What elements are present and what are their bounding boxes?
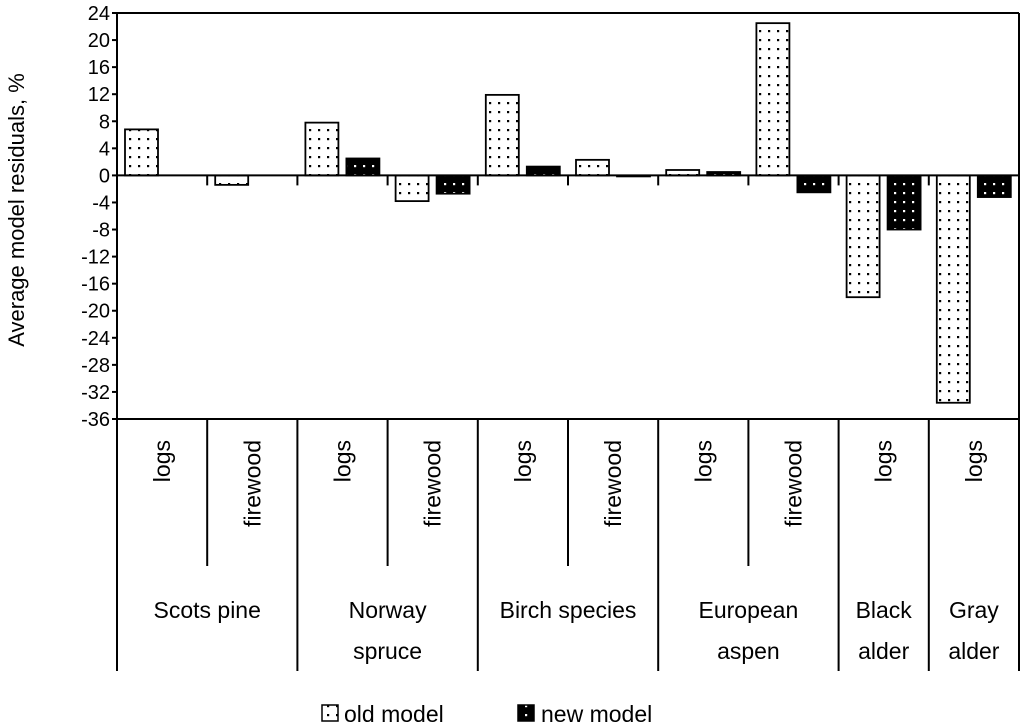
bar-old-model-4 [484,93,520,177]
bar-new-model-2 [345,157,381,177]
bar-new-model-4 [525,165,561,177]
y-tick-label: -32 [81,382,110,404]
group-label-gray-alder: alder [948,638,999,664]
bar-old-model-3 [394,174,430,203]
bar-old-model-9 [935,174,971,404]
legend-label-old-model: old model [344,701,444,727]
y-tick-label: -24 [81,328,110,350]
category-label-logs: logs [690,440,716,482]
group-label-black-alder: Black [856,597,913,623]
y-tick-label: 24 [88,3,110,25]
y-tick-label: 4 [99,138,110,160]
category-label-firewood: firewood [600,440,626,527]
group-label-gray-alder: Gray [949,597,999,623]
y-tick-label: -36 [81,409,110,431]
legend-swatch-old-model [321,704,339,722]
group-label-norway-spruce: Norway [349,597,427,623]
category-label-logs: logs [871,440,897,482]
y-tick-label: -28 [81,355,110,377]
bar-old-model-8 [845,174,881,299]
group-label-birch-species: Birch species [500,597,637,623]
group-label-european-aspen: aspen [717,638,780,664]
y-tick-label: -4 [92,192,110,214]
y-tick-label: 20 [88,30,110,52]
category-label-logs: logs [149,440,175,482]
group-label-black-alder: alder [858,638,909,664]
bar-new-model-3 [435,174,471,195]
legend: old model new model [321,701,652,727]
y-axis-title: Average model residuals, % [4,73,29,347]
category-label-firewood: firewood [239,440,265,527]
y-tick-label: -20 [81,301,110,323]
category-label-logs: logs [961,440,987,482]
y-tick-label: 16 [88,57,110,79]
bar-new-model-7 [796,174,832,194]
legend-swatch-new-model [517,704,535,722]
bar-new-model-9 [976,174,1012,198]
y-tick-label: -12 [81,247,110,269]
group-label-norway-spruce: spruce [353,638,422,664]
y-tick-label: -8 [92,220,110,242]
bar-old-model-7 [755,22,791,177]
group-label-european-aspen: European [699,597,799,623]
bar-old-model-5 [575,158,610,177]
category-label-logs: logs [510,440,536,482]
y-tick-label: 8 [99,111,110,133]
group-label-scots-pine: Scots pine [153,597,260,623]
y-tick-label: 0 [99,165,110,187]
category-label-logs: logs [330,440,356,482]
bar-old-model-0 [124,128,159,177]
bar-new-model-8 [886,174,922,231]
category-label-firewood: firewood [420,440,446,527]
bar-old-model-1 [214,174,250,186]
legend-label-new-model: new model [541,701,652,727]
category-label-firewood: firewood [781,440,807,527]
y-tick-label: -16 [81,274,110,296]
y-tick-label: 12 [88,84,110,106]
bar-old-model-2 [304,121,340,177]
